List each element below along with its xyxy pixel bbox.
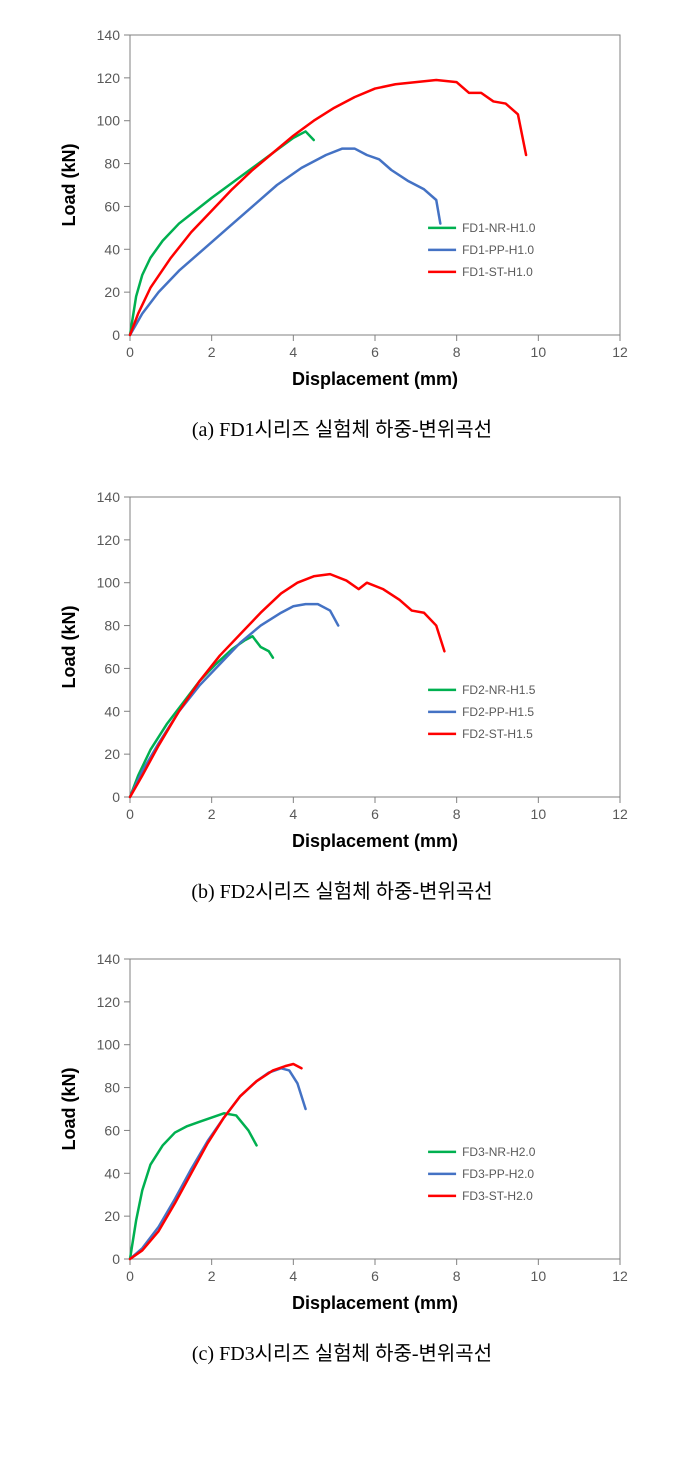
svg-text:6: 6 [371,344,379,360]
svg-text:10: 10 [530,344,546,360]
svg-text:40: 40 [104,241,120,257]
svg-text:0: 0 [126,1268,134,1284]
svg-text:FD3-NR-H2.0: FD3-NR-H2.0 [462,1145,536,1159]
svg-text:0: 0 [112,789,120,805]
svg-text:8: 8 [452,1268,460,1284]
svg-text:6: 6 [371,806,379,822]
svg-text:Load (kN): Load (kN) [59,605,79,688]
svg-text:100: 100 [96,575,120,591]
svg-text:12: 12 [612,1268,628,1284]
svg-text:2: 2 [207,806,215,822]
svg-text:100: 100 [96,1037,120,1053]
chart-c-svg: 024681012020406080100120140Displacement … [45,944,640,1329]
caption-c: (c) FD3시리즈 실험체 하중-변위곡선 [20,1337,664,1366]
chart-block-a: 024681012020406080100120140Displacement … [20,20,664,442]
svg-text:6: 6 [371,1268,379,1284]
svg-text:60: 60 [104,1122,120,1138]
svg-text:0: 0 [126,806,134,822]
svg-text:Load (kN): Load (kN) [59,143,79,226]
svg-text:10: 10 [530,806,546,822]
svg-text:Displacement (mm): Displacement (mm) [291,1293,457,1313]
svg-text:12: 12 [612,344,628,360]
svg-text:60: 60 [104,198,120,214]
svg-text:FD1-PP-H1.0: FD1-PP-H1.0 [462,243,534,257]
svg-text:140: 140 [96,27,120,43]
svg-text:12: 12 [612,806,628,822]
svg-text:Displacement (mm): Displacement (mm) [291,831,457,851]
svg-text:8: 8 [452,806,460,822]
svg-text:140: 140 [96,951,120,967]
svg-text:Displacement (mm): Displacement (mm) [291,369,457,389]
svg-text:2: 2 [207,344,215,360]
svg-text:2: 2 [207,1268,215,1284]
svg-text:FD3-PP-H2.0: FD3-PP-H2.0 [462,1167,534,1181]
svg-text:60: 60 [104,660,120,676]
svg-text:120: 120 [96,70,120,86]
svg-text:4: 4 [289,344,297,360]
svg-text:120: 120 [96,532,120,548]
svg-text:40: 40 [104,1165,120,1181]
chart-block-c: 024681012020406080100120140Displacement … [20,944,664,1366]
caption-b: (b) FD2시리즈 실험체 하중-변위곡선 [20,875,664,904]
svg-text:20: 20 [104,284,120,300]
svg-text:8: 8 [452,344,460,360]
svg-text:4: 4 [289,1268,297,1284]
svg-text:0: 0 [112,327,120,343]
svg-text:100: 100 [96,113,120,129]
svg-text:20: 20 [104,746,120,762]
svg-text:10: 10 [530,1268,546,1284]
svg-text:FD2-PP-H1.5: FD2-PP-H1.5 [462,705,534,719]
svg-text:40: 40 [104,703,120,719]
figure-container: 024681012020406080100120140Displacement … [20,20,664,1366]
svg-text:0: 0 [126,344,134,360]
chart-b-svg: 024681012020406080100120140Displacement … [45,482,640,867]
svg-text:140: 140 [96,489,120,505]
svg-text:80: 80 [104,1080,120,1096]
chart-a-svg: 024681012020406080100120140Displacement … [45,20,640,405]
svg-text:80: 80 [104,618,120,634]
svg-text:FD3-ST-H2.0: FD3-ST-H2.0 [462,1189,533,1203]
svg-text:0: 0 [112,1251,120,1267]
svg-text:4: 4 [289,806,297,822]
svg-text:120: 120 [96,994,120,1010]
svg-text:FD2-NR-H1.5: FD2-NR-H1.5 [462,683,536,697]
svg-text:80: 80 [104,156,120,172]
svg-text:FD1-NR-H1.0: FD1-NR-H1.0 [462,221,536,235]
svg-text:20: 20 [104,1208,120,1224]
svg-text:Load (kN): Load (kN) [59,1067,79,1150]
svg-text:FD1-ST-H1.0: FD1-ST-H1.0 [462,265,533,279]
caption-a: (a) FD1시리즈 실험체 하중-변위곡선 [20,413,664,442]
svg-text:FD2-ST-H1.5: FD2-ST-H1.5 [462,727,533,741]
chart-block-b: 024681012020406080100120140Displacement … [20,482,664,904]
